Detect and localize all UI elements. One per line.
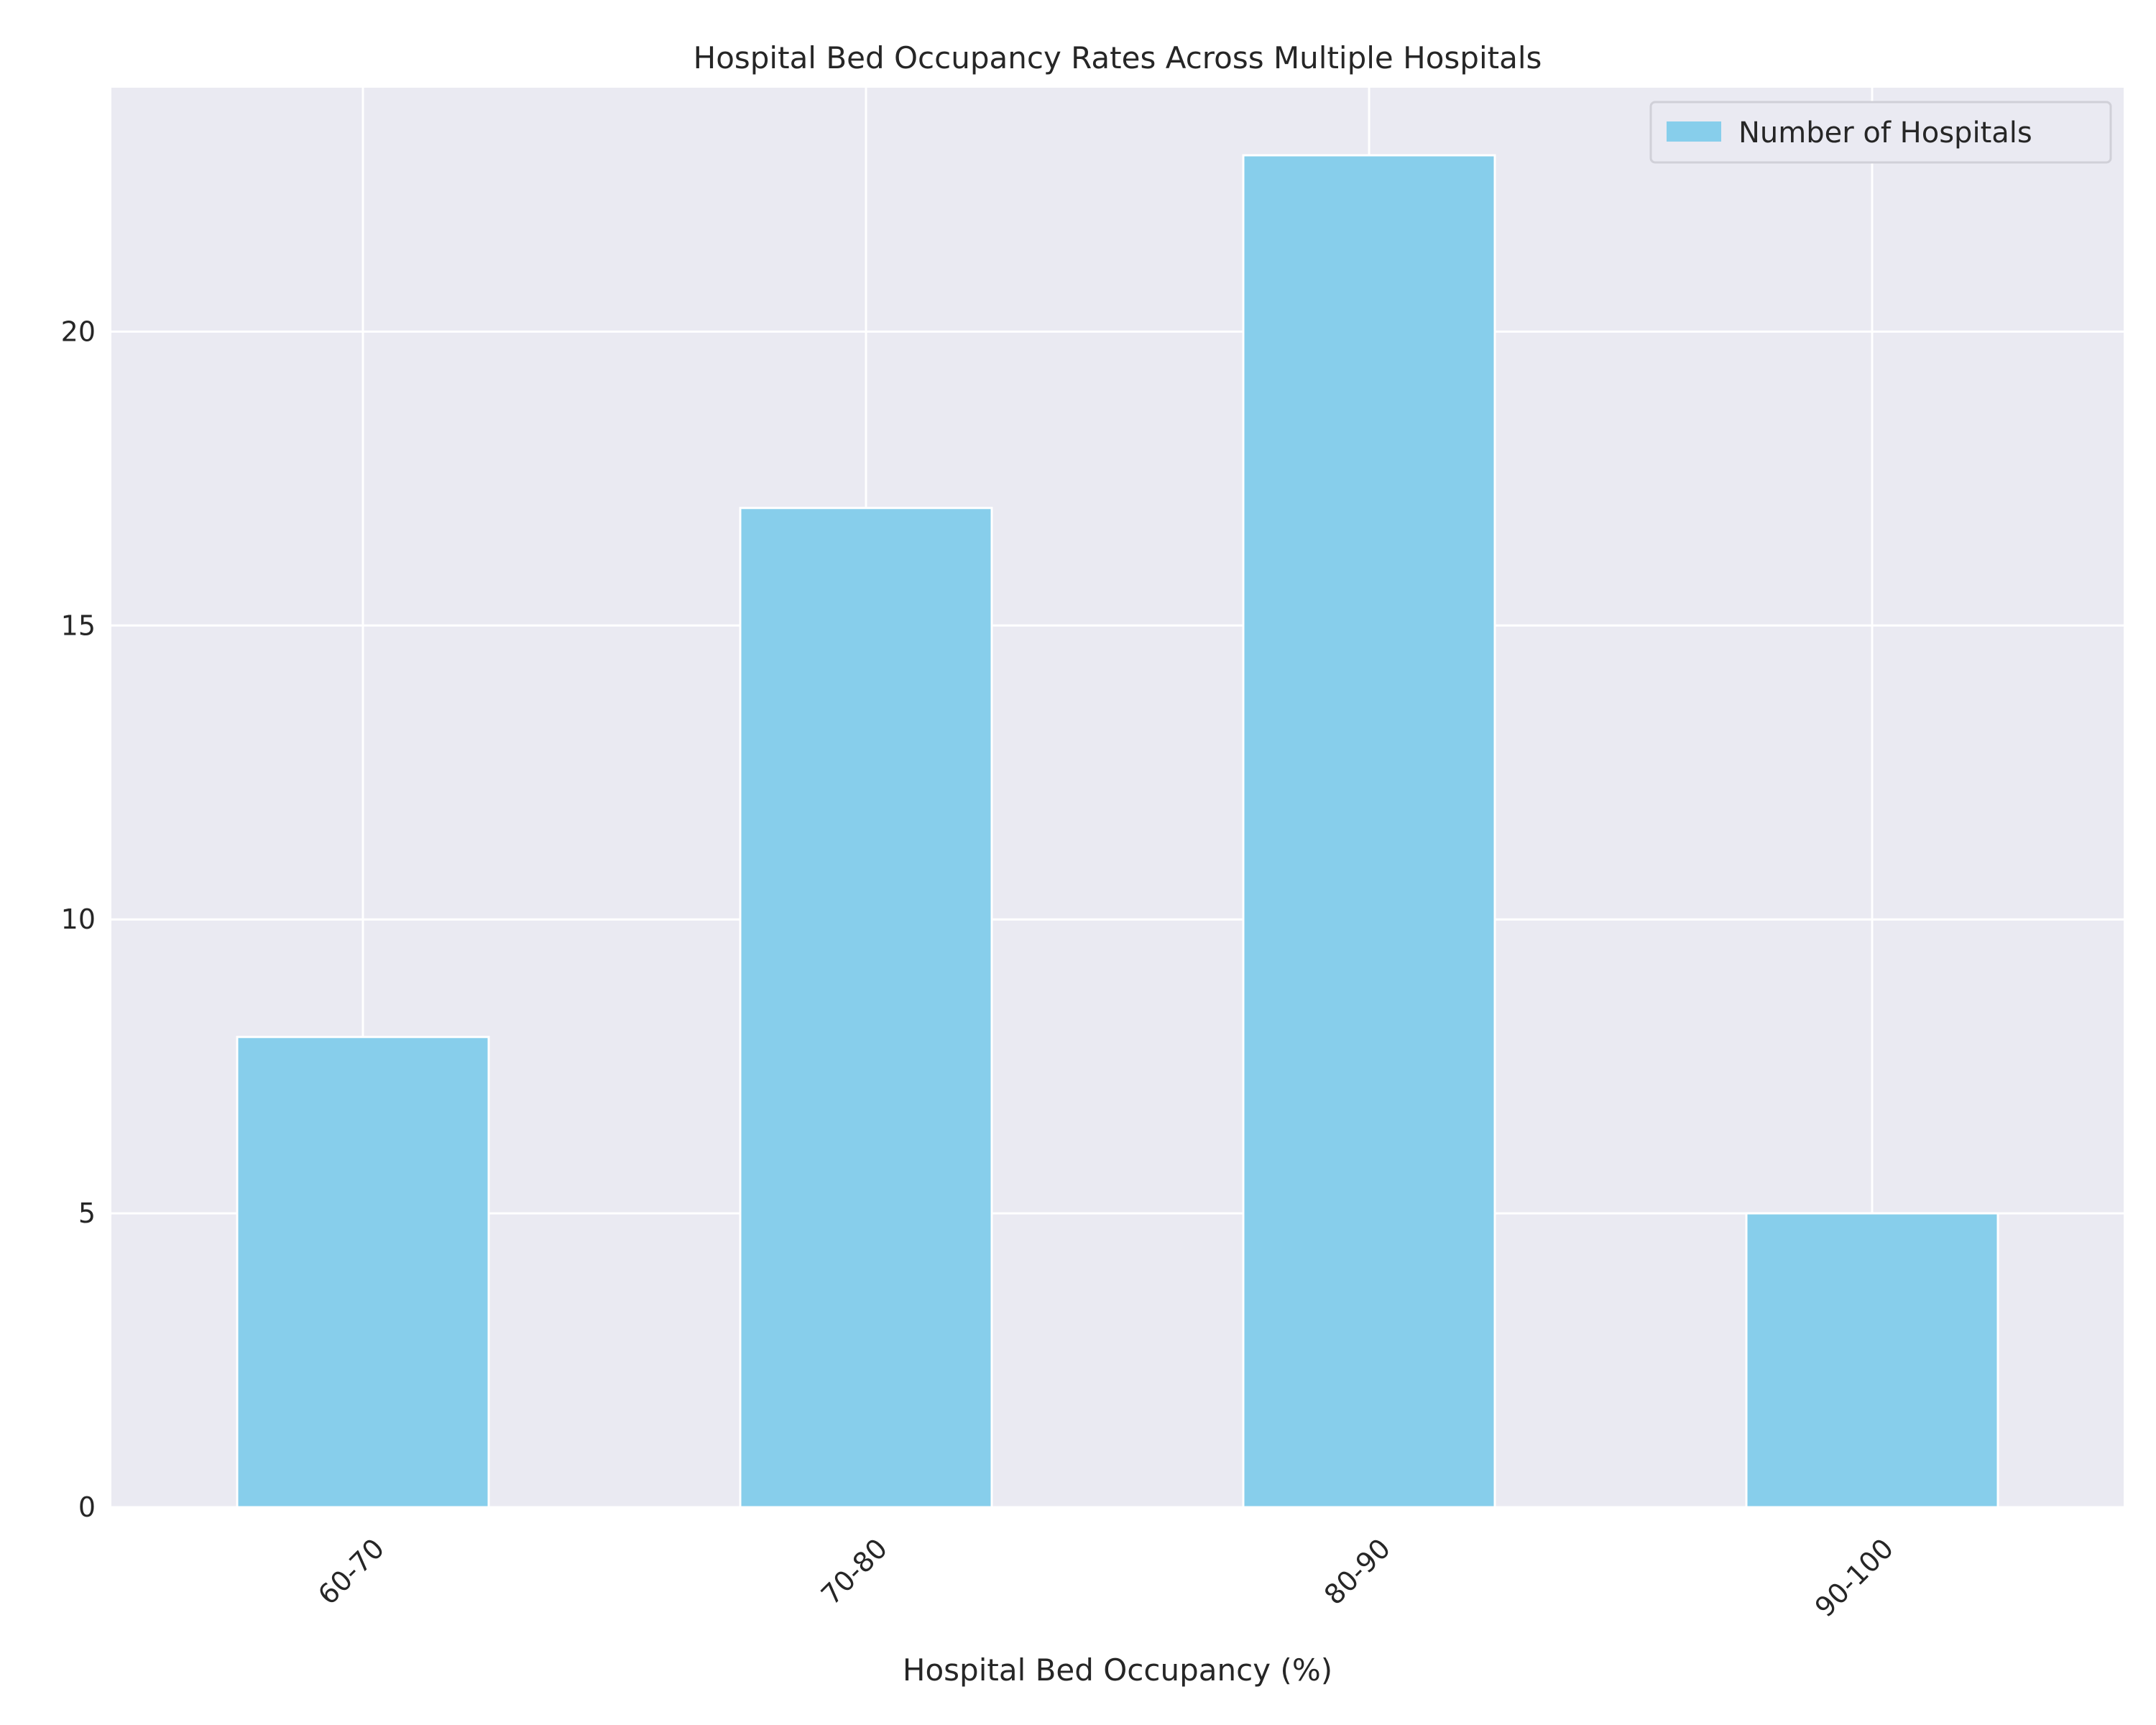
bars bbox=[236, 154, 1999, 1509]
y-axis-ticks: 0 5 10 15 20 bbox=[61, 316, 96, 1523]
legend: Number of Hospitals bbox=[1649, 101, 2112, 164]
y-tick-label: 5 bbox=[78, 1197, 96, 1229]
bar-80-90 bbox=[1242, 154, 1496, 1509]
legend-box bbox=[1649, 101, 2112, 164]
y-tick-label: 0 bbox=[78, 1491, 96, 1523]
chart-title: Hospital Bed Occupancy Rates Across Mult… bbox=[694, 40, 1542, 75]
bar-70-80 bbox=[739, 507, 993, 1509]
y-tick-label: 15 bbox=[61, 610, 96, 641]
legend-swatch bbox=[1667, 121, 1721, 142]
x-axis-label: Hospital Bed Occupancy (%) bbox=[903, 1652, 1332, 1688]
y-tick-label: 20 bbox=[61, 316, 96, 347]
bar-90-100 bbox=[1745, 1212, 1999, 1509]
bar-60-70 bbox=[236, 1036, 490, 1509]
legend-label: Number of Hospitals bbox=[1738, 116, 2032, 150]
y-tick-label: 10 bbox=[61, 903, 96, 935]
